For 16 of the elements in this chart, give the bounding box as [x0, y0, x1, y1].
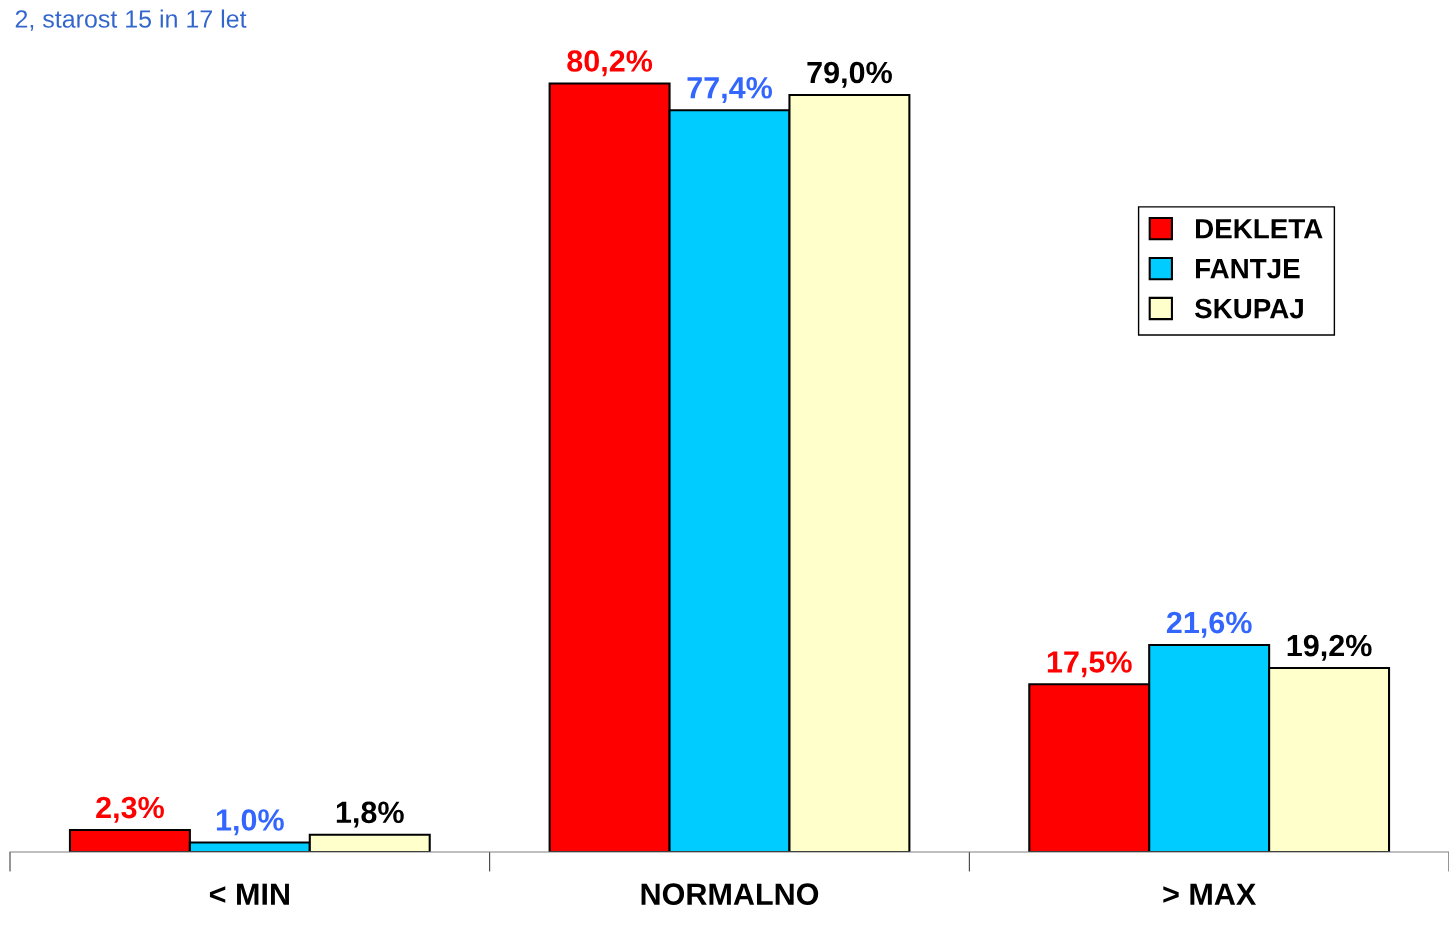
data-label: 17,5% — [1047, 651, 1132, 678]
x-tick-label: > MAX — [1163, 883, 1257, 905]
data-label: 79,0% — [807, 61, 892, 88]
x-tick-label: NORMALNO — [641, 883, 819, 905]
data-label: 21,6% — [1166, 611, 1252, 638]
data-label: 77,4% — [687, 77, 773, 104]
x-tick-label: < MIN — [209, 883, 289, 905]
chart-title: 2, starost 15 in 17 let — [15, 9, 247, 31]
data-label: 80,2% — [567, 50, 653, 77]
data-label: 19,2% — [1287, 634, 1372, 661]
data-label: 1,0% — [216, 809, 284, 836]
data-label: 1,8% — [336, 801, 404, 828]
legend-label: FANTJE — [1196, 259, 1300, 279]
legend-label: SKUPAJ — [1194, 298, 1303, 319]
data-label: 2,3% — [96, 796, 164, 823]
legend-label: DEKLETA — [1196, 219, 1323, 239]
